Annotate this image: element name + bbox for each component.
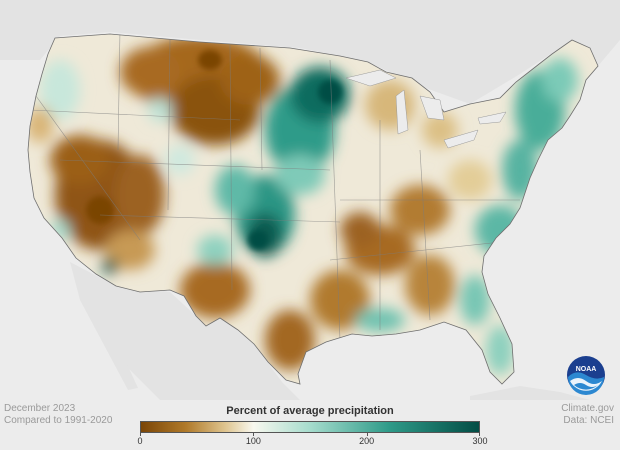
legend-tick-label: 100 (245, 436, 261, 446)
noaa-logo: NOAA (567, 356, 605, 395)
baja-peninsula (84, 278, 138, 390)
legend-tick-mark (366, 433, 368, 436)
credit-caption: Climate.gov Data: NCEI (561, 403, 614, 427)
legend-tick-label: 0 (137, 436, 143, 446)
state-borders (29, 34, 521, 341)
us-map-svg (0, 0, 620, 400)
legend-title: Percent of average precipitation (226, 405, 394, 417)
date-label: December 2023 (4, 403, 76, 414)
noaa-logo-text: NOAA (576, 366, 597, 373)
credit-label: Climate.gov (561, 403, 614, 414)
date-caption: December 2023 Compared to 1991-2020 (4, 403, 112, 427)
legend-tick-mark (140, 433, 141, 436)
precipitation-map (0, 0, 620, 400)
legend-tick-mark (479, 433, 480, 436)
canada-landmass (0, 0, 620, 104)
legend-color-bar (140, 421, 480, 433)
legend-tick-label: 200 (359, 436, 375, 446)
cuba-landmass (470, 386, 590, 400)
legend-tick-mark (253, 433, 255, 436)
conus-outline (27, 33, 599, 385)
legend-tick-label: 300 (472, 436, 488, 446)
source-label: Data: NCEI (563, 415, 614, 426)
great-lakes (345, 69, 507, 149)
baseline-label: Compared to 1991-2020 (4, 415, 113, 426)
